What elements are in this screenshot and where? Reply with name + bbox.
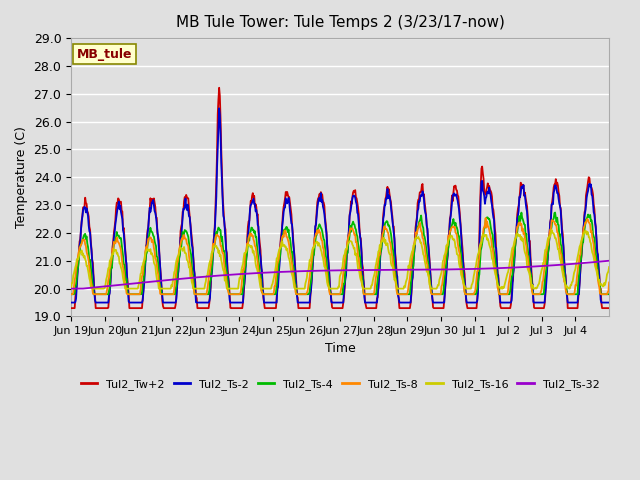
Text: MB_tule: MB_tule: [77, 48, 132, 60]
Title: MB Tule Tower: Tule Temps 2 (3/23/17-now): MB Tule Tower: Tule Temps 2 (3/23/17-now…: [176, 15, 504, 30]
Legend: Tul2_Tw+2, Tul2_Ts-2, Tul2_Ts-4, Tul2_Ts-8, Tul2_Ts-16, Tul2_Ts-32: Tul2_Tw+2, Tul2_Ts-2, Tul2_Ts-4, Tul2_Ts…: [76, 374, 604, 395]
Y-axis label: Temperature (C): Temperature (C): [15, 126, 28, 228]
X-axis label: Time: Time: [324, 342, 355, 355]
